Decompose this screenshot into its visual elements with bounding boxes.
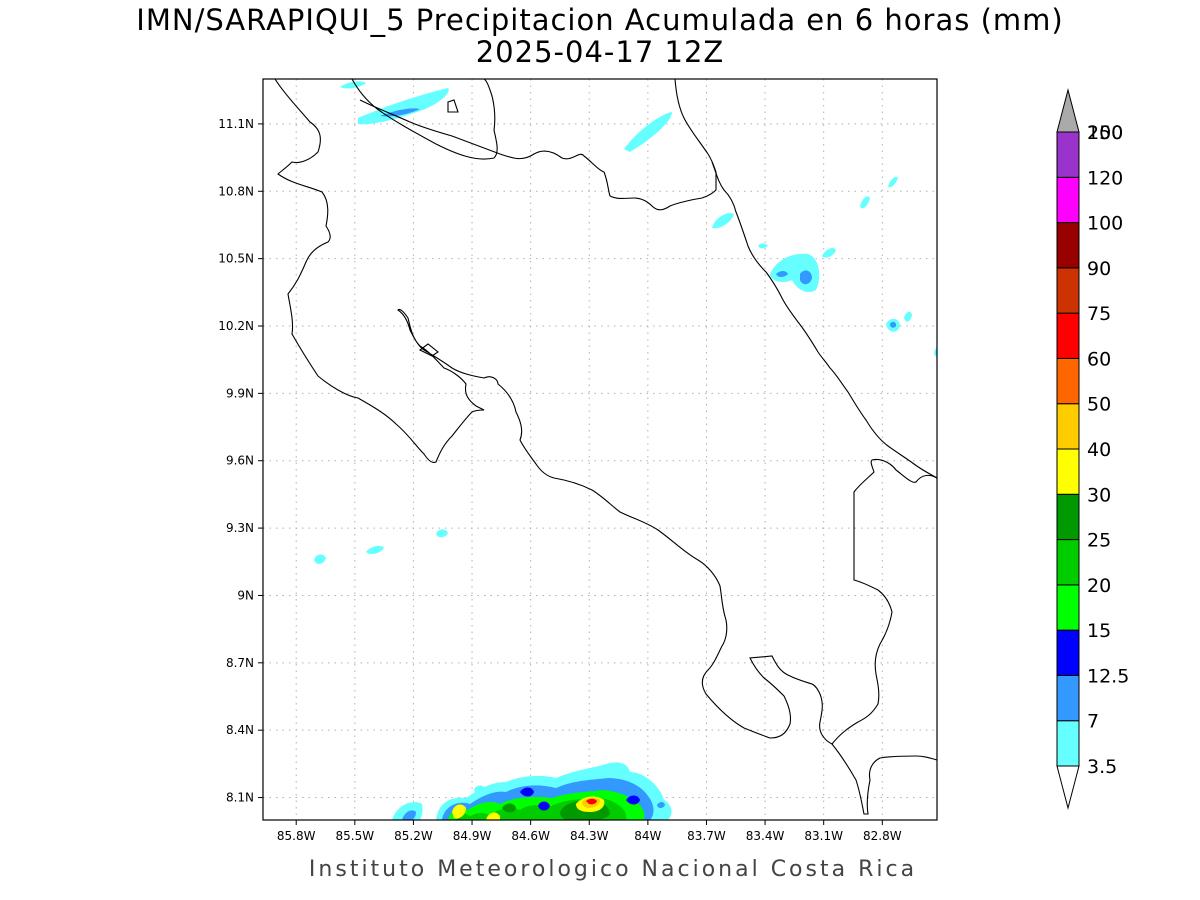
precip-area <box>314 554 326 564</box>
lat-tick-label: 10.8N <box>218 184 254 198</box>
precip-area <box>626 795 640 805</box>
colorbar-swatch <box>1056 312 1080 359</box>
colorbar-swatch <box>1056 539 1080 586</box>
precip-area <box>860 196 870 209</box>
precip-area <box>800 270 812 285</box>
precip-area <box>758 243 768 249</box>
credit-footer: Instituto Meteorologico Nacional Costa R… <box>308 857 918 882</box>
lat-tick-label: 10.2N <box>218 319 254 333</box>
colorbar-label: 15 <box>1087 620 1111 642</box>
precip-area <box>776 271 788 277</box>
colorbar-swatch <box>1056 267 1080 314</box>
precip-area <box>538 801 550 811</box>
precip-area <box>402 810 416 820</box>
colorbar-swatch <box>1056 629 1080 676</box>
lat-tick-label: 8.1N <box>226 791 254 805</box>
map-frame <box>262 78 938 821</box>
colorbar-swatch <box>1056 674 1080 722</box>
lat-tick-label: 9.3N <box>226 521 254 535</box>
colorbar-label: 200 <box>1087 122 1123 144</box>
lon-tick-label: 84.3W <box>570 829 609 843</box>
lon-tick-label: 83.4W <box>746 829 785 843</box>
precip-area <box>436 529 448 538</box>
colorbar-swatch <box>1056 448 1080 495</box>
precip-area <box>822 248 836 258</box>
lat-tick-label: 8.4N <box>226 723 254 737</box>
lon-tick-label: 83.1W <box>804 829 843 843</box>
lat-tick-label: 9.6N <box>226 454 254 468</box>
lon-tick-label: 85.5W <box>336 829 375 843</box>
colorbar-label: 20 <box>1087 575 1111 597</box>
colorbar-label: 150 <box>1087 122 1123 144</box>
colorbar-lower-extension <box>1056 765 1080 810</box>
lat-tick-label: 9.9N <box>226 386 254 400</box>
precip-area <box>934 347 937 357</box>
colorbar-label: 100 <box>1087 213 1123 235</box>
island <box>418 343 439 357</box>
colorbar-label: 40 <box>1087 439 1111 461</box>
colorbar-swatch <box>1056 720 1080 767</box>
colorbar-label: 120 <box>1087 167 1123 189</box>
precip-area <box>366 545 384 555</box>
precip-area <box>624 112 672 152</box>
precip-area <box>502 803 516 813</box>
lat-tick-label: 10.5N <box>218 252 254 266</box>
colorbar-label: 12.5 <box>1087 665 1129 687</box>
lon-tick-label: 84.6W <box>511 829 550 843</box>
precip-area <box>358 88 449 125</box>
lat-tick-label: 9N <box>237 588 254 602</box>
colorbar-label: 90 <box>1087 258 1111 280</box>
map-title: IMN/SARAPIQUI_5 Precipitacion Acumulada … <box>136 3 1064 37</box>
colorbar-swatch <box>1056 222 1080 269</box>
lat-tick-label: 11.1N <box>218 117 254 131</box>
lat-tick-label: 8.7N <box>226 656 254 670</box>
precip-area <box>657 802 665 808</box>
precip-area <box>904 311 912 322</box>
colorbar-label: 7 <box>1087 711 1099 733</box>
lon-tick-label: 84.9W <box>453 829 492 843</box>
coastline <box>674 79 937 479</box>
lon-tick-label: 85.8W <box>277 829 316 843</box>
coastline <box>274 79 937 745</box>
colorbar-swatch <box>1056 493 1080 541</box>
map-subtitle: 2025-04-17 12Z <box>475 35 725 69</box>
colorbar-swatch <box>1056 357 1080 405</box>
colorbar-label: 30 <box>1087 484 1111 506</box>
colorbar-label: 50 <box>1087 394 1111 416</box>
precip-area <box>890 321 897 328</box>
precip-area <box>452 804 466 819</box>
colorbar-label: 3.5 <box>1087 756 1117 778</box>
colorbar-swatch <box>1056 584 1080 631</box>
colorbar-swatch <box>1056 131 1080 178</box>
colorbar-swatch <box>1056 403 1080 450</box>
border <box>359 99 717 211</box>
coastline <box>447 99 459 113</box>
precip-area <box>888 176 898 188</box>
colorbar-swatch <box>1056 176 1080 224</box>
precip-area <box>340 81 366 89</box>
lon-tick-label: 84W <box>634 829 661 843</box>
lon-tick-label: 85.2W <box>394 829 433 843</box>
coastlines <box>274 79 937 815</box>
colorbar-label: 25 <box>1087 530 1111 552</box>
precip-area <box>474 785 486 795</box>
precipitation-field <box>314 81 937 820</box>
colorbar-upper-extension <box>1056 88 1080 133</box>
precip-area <box>586 798 597 805</box>
precip-area <box>486 812 500 820</box>
axis-ticks: 85.8W 85.5W 85.2W 84.9W 84.6W 84.3W 84W 83.7W 83… <box>218 117 901 843</box>
coastline <box>831 743 937 815</box>
colorbar-label: 60 <box>1087 348 1111 370</box>
precip-area <box>712 212 734 229</box>
lon-tick-label: 83.7W <box>687 829 726 843</box>
precip-area <box>380 108 420 117</box>
map-gridlines <box>263 79 937 820</box>
coastline <box>351 79 498 160</box>
lon-tick-label: 82.8W <box>863 829 902 843</box>
colorbar-label: 75 <box>1087 303 1111 325</box>
precip-area <box>520 787 534 797</box>
